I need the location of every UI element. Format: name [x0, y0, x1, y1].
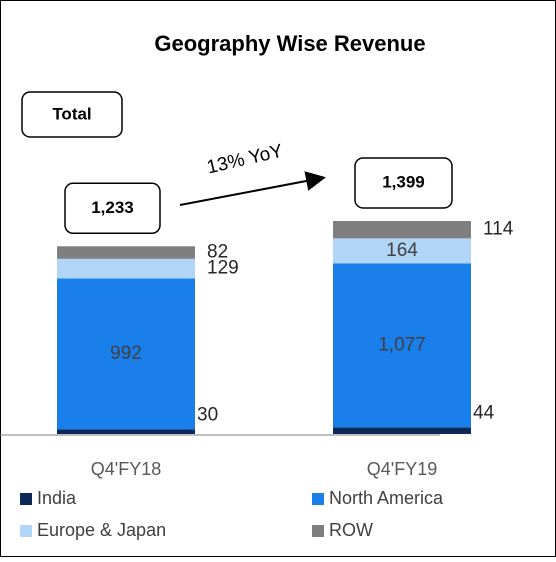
value-label: 992 [110, 343, 142, 364]
legend-swatch [20, 493, 32, 505]
legend-swatch [312, 493, 324, 505]
total-box [354, 157, 453, 209]
value-label: 164 [386, 240, 418, 261]
total-label: 1,233 [91, 198, 134, 217]
total-caption-box [21, 91, 123, 138]
yoy-arrow [179, 171, 326, 206]
x-tick-label: Q4'FY19 [367, 459, 437, 479]
value-label: 30 [197, 404, 218, 425]
total-caption: Total [52, 104, 91, 123]
legend-label: Europe & Japan [37, 520, 166, 540]
bar-segment [57, 278, 195, 430]
bar-segment [333, 238, 471, 264]
total-box [64, 182, 161, 235]
legend-label: ROW [329, 520, 373, 540]
legend-swatch [20, 525, 32, 537]
bar-segment [333, 263, 471, 428]
x-tick-label: Q4'FY18 [91, 459, 161, 479]
value-label: 129 [207, 258, 239, 279]
bar-segment [57, 258, 195, 279]
bar-segment [57, 429, 195, 434]
bar-segment [57, 246, 195, 259]
legend-label: India [37, 488, 77, 508]
bar-segment [333, 427, 471, 434]
legend-label: North America [329, 488, 444, 508]
value-label: 44 [473, 402, 495, 423]
value-label: 1,077 [378, 334, 426, 355]
value-label: 82 [207, 242, 228, 263]
chart-title: Geography Wise Revenue [154, 31, 425, 56]
bar-segment [333, 221, 471, 239]
value-label: 114 [483, 219, 514, 240]
legend-swatch [312, 525, 324, 537]
total-label: 1,399 [382, 172, 425, 191]
